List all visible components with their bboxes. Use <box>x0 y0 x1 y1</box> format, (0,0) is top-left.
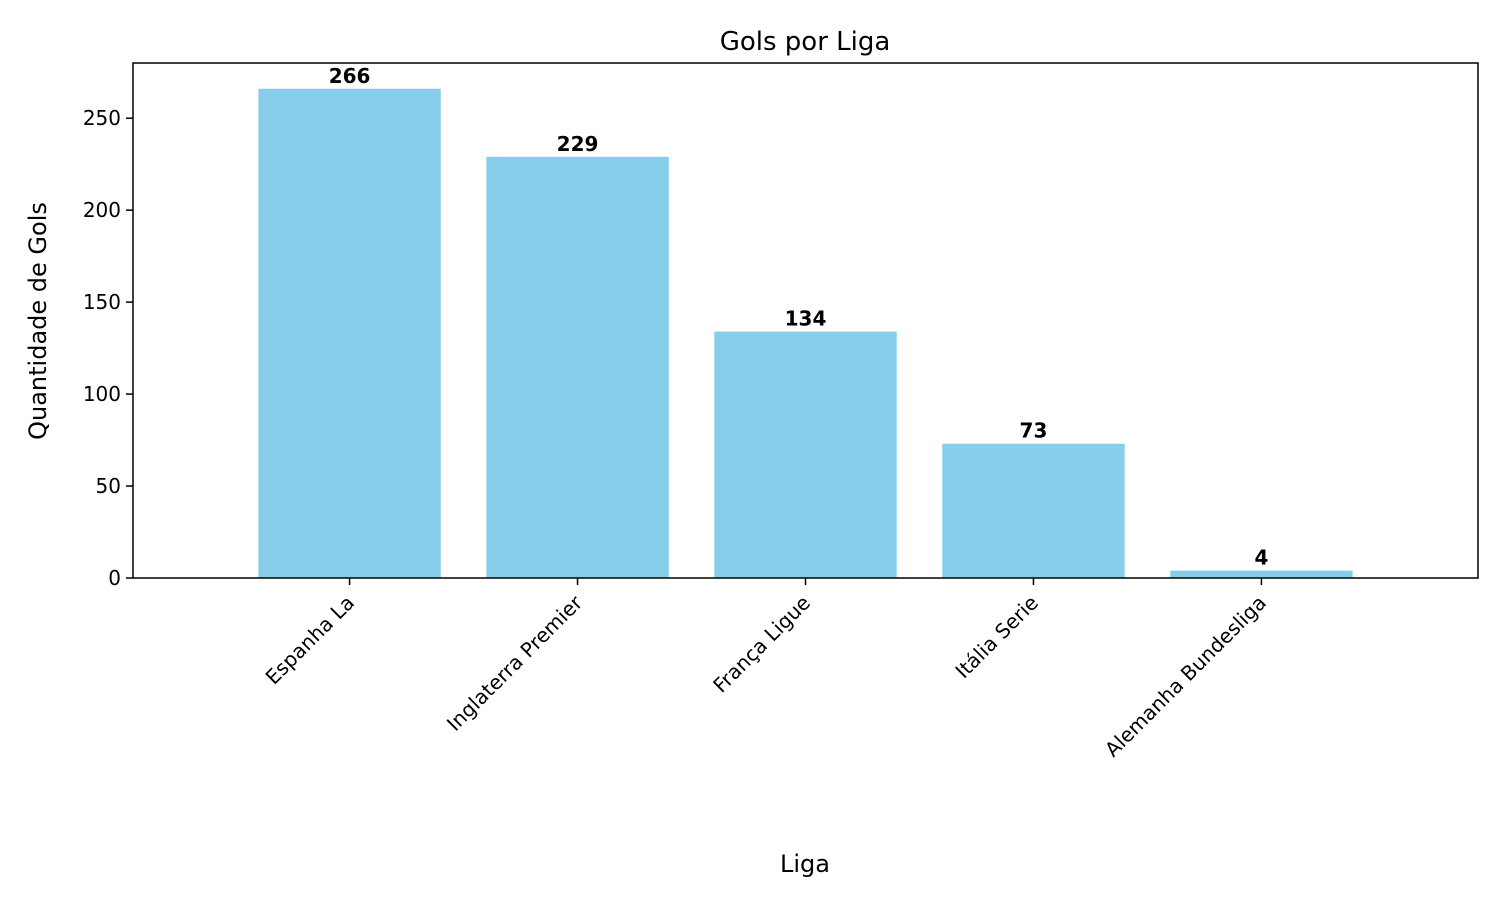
y-tick-label: 150 <box>83 290 121 314</box>
bar-value-label: 4 <box>1254 546 1268 570</box>
bar-value-label: 266 <box>329 64 371 88</box>
plot-frame <box>132 62 1479 579</box>
x-tick-label: Itália Serie <box>951 591 1043 683</box>
x-axis: Espanha La Inglaterra Premier França Ligue… <box>261 578 1271 762</box>
x-tick-label: Alemanha Bundesliga <box>1100 591 1271 762</box>
bar-value-label: 134 <box>785 307 827 331</box>
x-axis-label: Liga <box>780 850 830 878</box>
y-axis: 0 50 100 150 200 250 <box>83 106 133 590</box>
y-tick-label: 200 <box>83 198 121 222</box>
bar <box>942 443 1125 578</box>
x-tick-label: Inglaterra Premier <box>442 590 588 736</box>
bar <box>486 156 669 578</box>
bars-group: 266 229 134 73 4 <box>258 64 1353 578</box>
y-axis-label: Quantidade de Gols <box>24 202 52 440</box>
y-tick-label: 50 <box>96 474 121 498</box>
y-tick-label: 0 <box>108 566 121 590</box>
bar <box>1170 570 1353 578</box>
bar <box>714 331 897 578</box>
chart-title: Gols por Liga <box>720 27 891 57</box>
y-tick-label: 250 <box>83 106 121 130</box>
x-tick-label: Espanha La <box>261 591 360 690</box>
bar-value-label: 229 <box>557 132 599 156</box>
bar <box>258 88 441 578</box>
bar-value-label: 73 <box>1020 419 1048 443</box>
x-tick-label: França Ligue <box>708 591 815 698</box>
y-tick-label: 100 <box>83 382 121 406</box>
